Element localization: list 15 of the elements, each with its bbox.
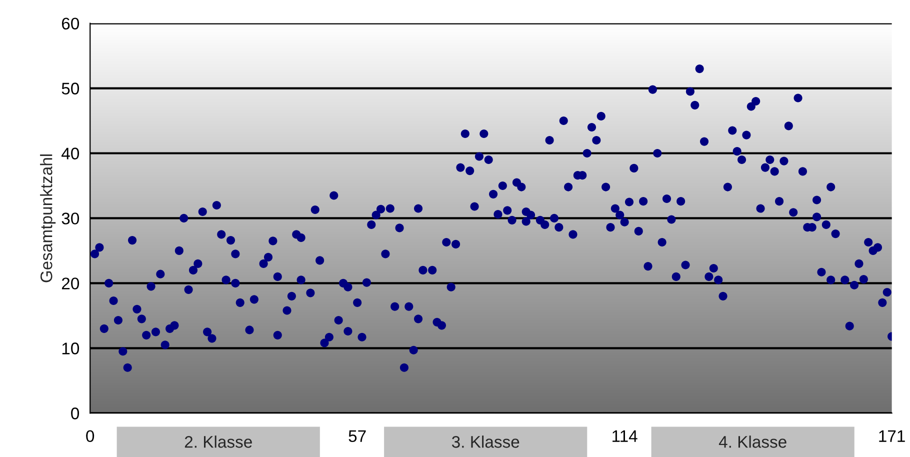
y-tick-label: 0 [71, 408, 80, 420]
x-tick-label: 57 [348, 430, 366, 442]
y-tick-label: 10 [62, 342, 80, 354]
y-tick-label: 60 [62, 18, 80, 30]
y-tick-label: 50 [62, 82, 80, 94]
y-tick-label: 20 [62, 278, 80, 290]
y-tick-label: 30 [62, 212, 80, 224]
y-axis-title: Gesamtpunktzahl [40, 154, 56, 282]
x-tick-label: 0 [86, 430, 94, 442]
x-tick-label: 114 [612, 430, 638, 442]
text: 2. Klasse [184, 436, 252, 448]
text: 4. Klasse [718, 436, 786, 448]
x-tick-label: 171 [879, 430, 905, 442]
text: 3. Klasse [452, 436, 520, 448]
y-tick-label: 40 [62, 148, 80, 160]
